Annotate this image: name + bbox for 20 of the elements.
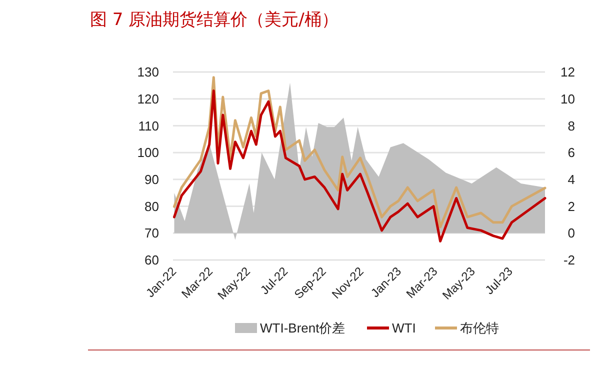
y2-tick-label: 6: [568, 145, 575, 160]
y2-tick-label: 0: [568, 226, 575, 241]
y-tick-label: 110: [138, 118, 159, 134]
legend-label: WTI: [392, 320, 416, 336]
y2-tick-label: 10: [560, 91, 575, 106]
y-tick-label: 130: [137, 64, 159, 80]
legend-label: WTI-Brent价差: [260, 320, 346, 336]
y-tick-label: 120: [137, 91, 159, 106]
chart-title: 图 7 原油期货结算价（美元/桶）: [90, 10, 338, 30]
y2-tick-label: 8: [568, 118, 575, 134]
y2-tick-label: -2: [563, 252, 575, 268]
y-tick-label: 80: [144, 198, 159, 214]
y-tick-label: 100: [137, 145, 159, 160]
y2-tick-label: 4: [568, 172, 575, 187]
y-tick-label: 90: [144, 172, 159, 187]
y-tick-label: 60: [144, 252, 159, 268]
legend-label: 布伦特: [460, 320, 499, 336]
y-tick-label: 70: [144, 226, 159, 241]
y2-tick-label: 12: [560, 64, 575, 80]
y2-tick-label: 2: [568, 198, 575, 214]
